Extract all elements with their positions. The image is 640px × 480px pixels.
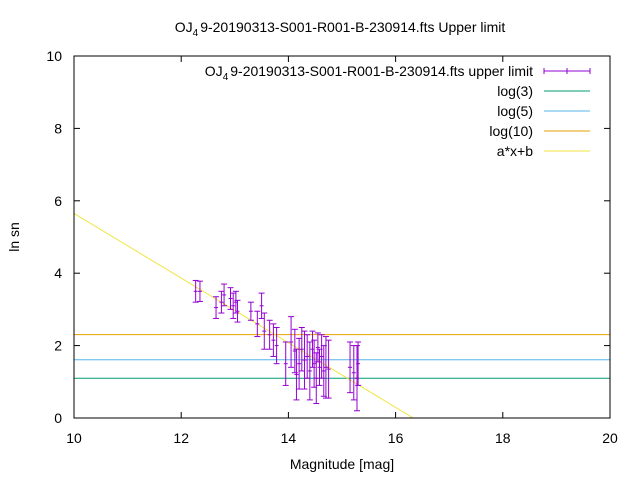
data-point	[306, 341, 313, 401]
data-point	[298, 327, 305, 372]
data-point	[221, 283, 228, 307]
data-point	[227, 287, 234, 310]
x-axis: 10 12 14 16 18 20	[66, 56, 618, 446]
data-point	[288, 316, 295, 368]
data-point	[254, 310, 261, 338]
data-point	[266, 319, 273, 350]
data-point	[347, 341, 354, 394]
x-tick-label: 20	[602, 430, 618, 446]
legend-item: log(3)	[497, 83, 590, 99]
data-point	[192, 279, 199, 303]
x-tick-label: 10	[66, 430, 82, 446]
y-tick-label: 4	[54, 265, 62, 281]
data-point	[247, 301, 254, 321]
data-point	[273, 327, 280, 365]
data-point	[282, 341, 289, 386]
data-point	[234, 299, 241, 323]
y-tick-label: 8	[54, 120, 62, 136]
data-point	[354, 345, 361, 412]
y-tick-label: 6	[54, 193, 62, 209]
x-tick-label: 14	[281, 430, 297, 446]
data-points	[192, 279, 362, 412]
data-point	[270, 323, 277, 357]
chart-title: OJ4 9-20190313-S001-R001-B-230914.fts Upp…	[175, 19, 506, 39]
x-axis-label: Magnitude [mag]	[290, 456, 394, 472]
data-point	[261, 312, 268, 350]
legend-label: a*x+b	[497, 143, 533, 159]
data-point	[296, 337, 303, 390]
data-point	[301, 330, 308, 390]
legend-item: log(5)	[497, 103, 590, 119]
legend: OJ4 9-20190313-S001-R001-B-230914.fts upp…	[205, 63, 591, 159]
data-point	[258, 292, 265, 319]
plot-frame	[73, 55, 611, 419]
data-point	[213, 296, 220, 319]
series-line-fit	[74, 213, 414, 418]
reference-lines	[74, 213, 610, 418]
legend-item: log(10)	[489, 123, 590, 139]
x-tick-label: 18	[495, 430, 511, 446]
y-tick-label: 0	[54, 410, 62, 426]
data-point	[230, 292, 237, 319]
data-point	[304, 334, 311, 379]
x-tick-label: 16	[388, 430, 404, 446]
legend-item: a*x+b	[497, 143, 590, 159]
legend-label: OJ4 9-20190313-S001-R001-B-230914.fts upp…	[205, 63, 533, 83]
data-point	[293, 348, 300, 401]
data-point	[325, 339, 332, 399]
data-point	[218, 290, 225, 314]
legend-label: log(5)	[497, 103, 533, 119]
legend-item: OJ4 9-20190313-S001-R001-B-230914.fts upp…	[205, 63, 591, 83]
legend-label: log(3)	[497, 83, 533, 99]
data-point	[196, 280, 203, 302]
data-point	[355, 341, 362, 386]
x-tick-label: 12	[173, 430, 189, 446]
data-point	[350, 345, 357, 401]
y-axis-label: ln sn	[6, 222, 22, 252]
legend-label: log(10)	[489, 123, 533, 139]
y-tick-label: 10	[46, 48, 62, 64]
y-tick-label: 2	[54, 338, 62, 354]
